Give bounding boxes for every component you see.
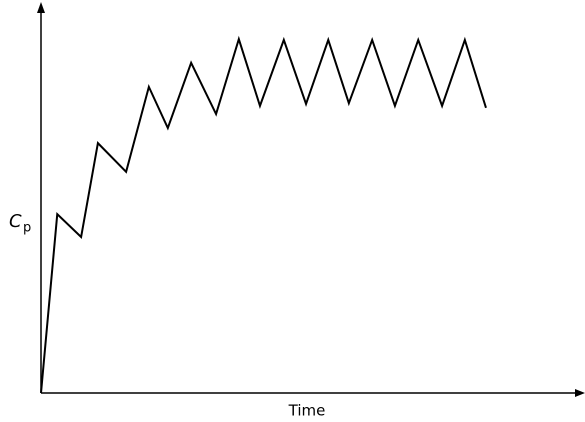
data-line	[40, 35, 487, 394]
y-axis-label: C	[9, 211, 22, 232]
y-axis-label-subscript: p	[23, 221, 31, 236]
x-axis-label: Time	[288, 402, 326, 420]
y-axis-arrow	[37, 2, 45, 13]
x-axis-arrow	[575, 389, 585, 397]
